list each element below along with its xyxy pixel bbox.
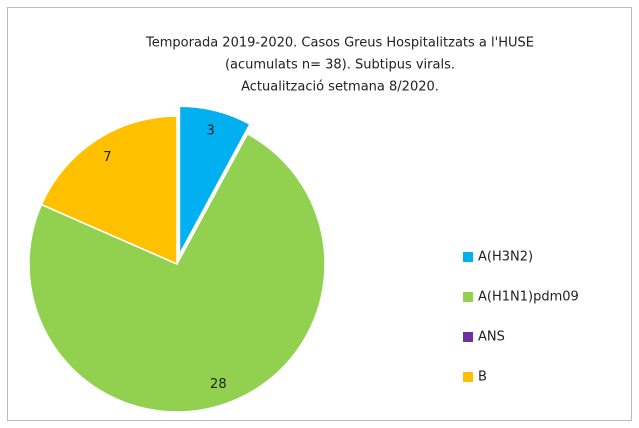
- legend-label: A(H3N2): [478, 250, 533, 265]
- data-label: 7: [103, 150, 111, 165]
- chart-title: Temporada 2019-2020. Casos Greus Hospita…: [145, 36, 534, 51]
- legend-swatch: [463, 252, 473, 262]
- legend-swatch: [463, 292, 473, 302]
- pie-slice: [178, 105, 251, 255]
- chart-title: Actualització setmana 8/2020.: [241, 80, 439, 95]
- data-label: 28: [210, 377, 227, 392]
- data-label: 3: [207, 123, 215, 138]
- pie-slice: [28, 132, 326, 413]
- legend-swatch: [463, 332, 473, 342]
- legend-label: ANS: [478, 330, 505, 345]
- pie-slice: [40, 115, 178, 266]
- legend-swatch: [463, 372, 473, 382]
- legend-label: A(H1N1)pdm09: [478, 290, 579, 305]
- chart-title: (acumulats n= 38). Subtipus virals.: [225, 58, 455, 73]
- legend-label: B: [478, 370, 487, 385]
